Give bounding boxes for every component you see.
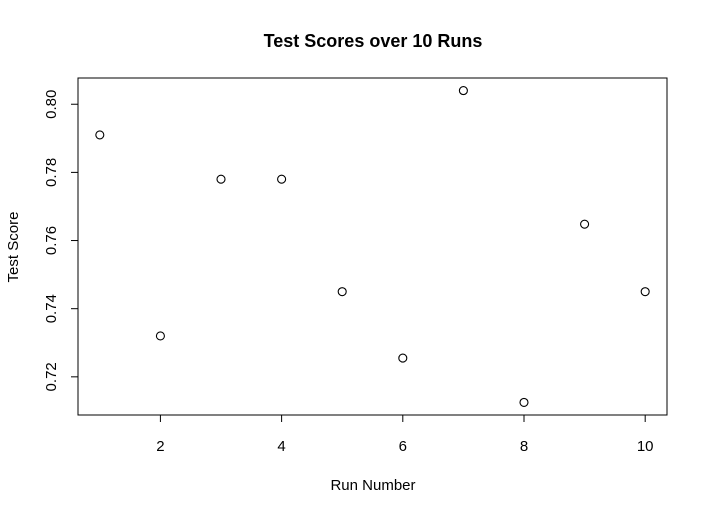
data-point	[640, 287, 650, 297]
y-tick-label: 0.76	[43, 226, 60, 255]
plot-frame	[77, 77, 668, 416]
data-point	[95, 130, 105, 140]
y-tick-label: 0.74	[43, 294, 60, 323]
y-axis-label: Test Score	[5, 212, 22, 283]
data-point	[519, 397, 529, 407]
y-axis: 0.72 0.74 0.76 0.78 0.80	[43, 90, 79, 391]
data-point	[398, 353, 408, 363]
x-tick-label: 10	[637, 438, 654, 455]
x-axis: 2 4 6 8 10	[156, 414, 654, 455]
x-tick-label: 2	[156, 438, 164, 455]
chart-title: Test Scores over 10 Runs	[264, 31, 483, 51]
data-point	[580, 219, 590, 229]
x-tick-label: 6	[399, 438, 407, 455]
x-tick-label: 4	[277, 438, 285, 455]
x-axis-label: Run Number	[330, 477, 415, 494]
data-point	[155, 331, 165, 341]
data-point	[458, 86, 468, 96]
data-point	[216, 174, 226, 184]
data-point	[277, 174, 287, 184]
y-tick-label: 0.78	[43, 158, 60, 187]
x-tick-label: 8	[520, 438, 528, 455]
data-point	[337, 287, 347, 297]
y-tick-label: 0.72	[43, 362, 60, 391]
y-tick-label: 0.80	[43, 90, 60, 119]
data-points	[95, 86, 650, 407]
